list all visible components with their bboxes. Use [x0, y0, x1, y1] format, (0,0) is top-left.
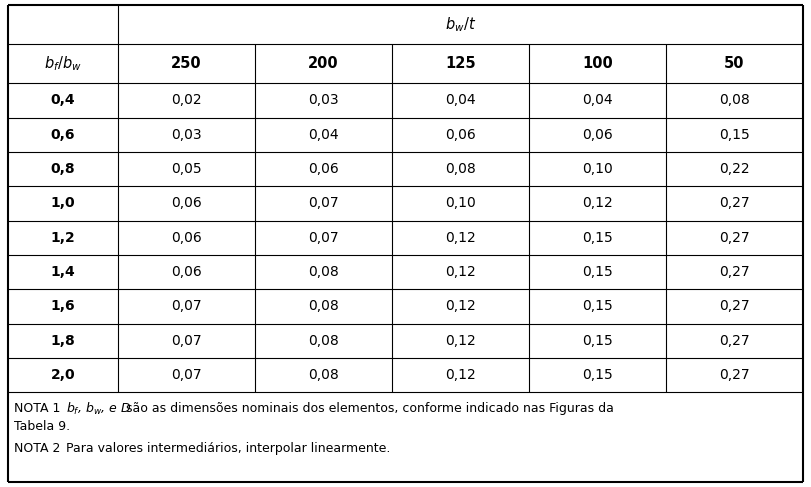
Text: 0,12: 0,12 — [445, 334, 476, 348]
Text: 0,27: 0,27 — [719, 231, 749, 245]
Text: 0,06: 0,06 — [308, 162, 339, 176]
Text: 0,04: 0,04 — [308, 128, 339, 142]
Text: 0,06: 0,06 — [171, 231, 202, 245]
Text: $b_f/b_w$: $b_f/b_w$ — [44, 54, 82, 73]
Text: 1,8: 1,8 — [50, 334, 75, 348]
Text: NOTA 2: NOTA 2 — [14, 442, 61, 454]
Text: 0,15: 0,15 — [582, 265, 613, 279]
Text: 0,15: 0,15 — [582, 300, 613, 314]
Text: 0,15: 0,15 — [719, 128, 749, 142]
Text: 0,27: 0,27 — [719, 368, 749, 382]
Text: 0,27: 0,27 — [719, 265, 749, 279]
Text: 0,15: 0,15 — [582, 334, 613, 348]
Text: são as dimensões nominais dos elementos, conforme indicado nas Figuras da: são as dimensões nominais dos elementos,… — [122, 402, 614, 415]
Text: 250: 250 — [171, 56, 202, 71]
Text: 0,03: 0,03 — [171, 128, 202, 142]
Text: 0,27: 0,27 — [719, 300, 749, 314]
Text: 0,4: 0,4 — [50, 94, 75, 107]
Text: 0,08: 0,08 — [445, 162, 476, 176]
Text: 0,10: 0,10 — [445, 196, 476, 210]
Text: 125: 125 — [445, 56, 476, 71]
Text: 1,6: 1,6 — [50, 300, 75, 314]
Text: 0,07: 0,07 — [171, 368, 202, 382]
Text: 0,07: 0,07 — [308, 196, 339, 210]
Text: 0,08: 0,08 — [308, 265, 339, 279]
Text: 0,08: 0,08 — [308, 334, 339, 348]
Text: 0,8: 0,8 — [50, 162, 75, 176]
Text: 0,02: 0,02 — [171, 94, 202, 107]
Text: 2,0: 2,0 — [50, 368, 75, 382]
Text: 0,08: 0,08 — [719, 94, 749, 107]
Text: 0,06: 0,06 — [445, 128, 476, 142]
Text: $b_w/t$: $b_w/t$ — [444, 15, 476, 34]
Text: 0,27: 0,27 — [719, 334, 749, 348]
Text: $b_f$, $b_w$, e $D$: $b_f$, $b_w$, e $D$ — [67, 400, 131, 416]
Text: Tabela 9.: Tabela 9. — [14, 420, 71, 433]
Text: 0,15: 0,15 — [582, 368, 613, 382]
Text: 0,06: 0,06 — [582, 128, 613, 142]
Text: 0,15: 0,15 — [582, 231, 613, 245]
Text: 0,12: 0,12 — [445, 231, 476, 245]
Text: 1,4: 1,4 — [50, 265, 75, 279]
Text: 0,6: 0,6 — [51, 128, 75, 142]
Text: 0,03: 0,03 — [308, 94, 339, 107]
Text: 0,06: 0,06 — [171, 265, 202, 279]
Text: 50: 50 — [724, 56, 744, 71]
Text: 0,05: 0,05 — [171, 162, 202, 176]
Text: 0,04: 0,04 — [582, 94, 612, 107]
Text: 0,06: 0,06 — [171, 196, 202, 210]
Text: 0,12: 0,12 — [445, 300, 476, 314]
Text: 200: 200 — [308, 56, 339, 71]
Text: 0,12: 0,12 — [582, 196, 613, 210]
Text: 0,12: 0,12 — [445, 368, 476, 382]
Text: 1,0: 1,0 — [50, 196, 75, 210]
Text: 0,22: 0,22 — [719, 162, 749, 176]
Text: 0,07: 0,07 — [171, 334, 202, 348]
Text: 0,12: 0,12 — [445, 265, 476, 279]
Text: 1,2: 1,2 — [50, 231, 75, 245]
Text: NOTA 1: NOTA 1 — [14, 402, 61, 415]
Text: 0,10: 0,10 — [582, 162, 613, 176]
Text: 0,27: 0,27 — [719, 196, 749, 210]
Text: 0,07: 0,07 — [308, 231, 339, 245]
Text: 100: 100 — [582, 56, 613, 71]
Text: 0,08: 0,08 — [308, 368, 339, 382]
Text: 0,04: 0,04 — [445, 94, 476, 107]
Text: 0,07: 0,07 — [171, 300, 202, 314]
Text: Para valores intermediários, interpolar linearmente.: Para valores intermediários, interpolar … — [67, 442, 390, 454]
Text: 0,08: 0,08 — [308, 300, 339, 314]
